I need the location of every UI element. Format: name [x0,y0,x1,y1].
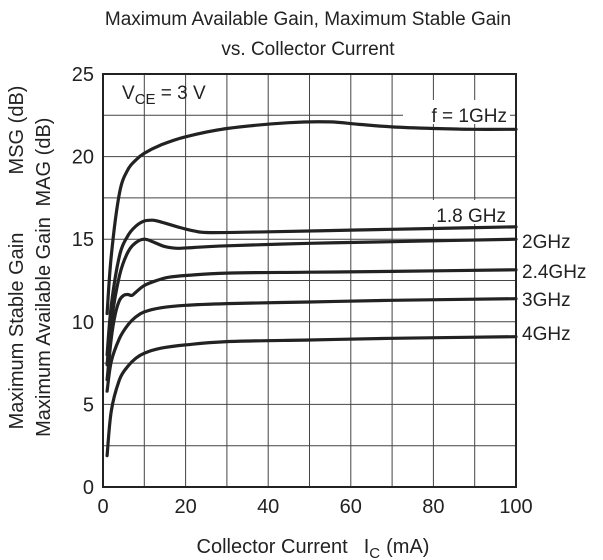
series-line-3 [105,268,518,382]
series-line-4 [105,297,518,393]
series-label: f = 1GHz [432,106,508,127]
y-axis-label-mag-1: Maximum Available Gain [33,217,55,437]
x-axis-label: Collector Current IC (mA) [197,536,430,560]
x-tick-label: 20 [174,496,196,518]
grid [103,74,516,487]
y-tick-label: 20 [72,147,94,169]
x-tick-label: 60 [340,496,362,518]
vce-condition-label: VCE = 3 V [122,83,206,108]
series-label: 2GHz [522,232,571,253]
plot-frame [102,73,517,488]
x-tick-label: 40 [257,496,279,518]
y-tick-label: 25 [72,64,94,86]
y-tick-label: 10 [72,312,94,334]
y-tick-label: 15 [72,229,94,251]
series-line-5 [105,335,518,458]
series-curves [105,120,518,458]
chart-subtitle: vs. Collector Current [221,39,395,60]
series-label: 3GHz [522,290,571,311]
y-axis-label-msg-1: Maximum Stable Gain [6,233,28,430]
series-label: 4GHz [522,324,571,345]
series-labels: f = 1GHz 1.8 GHz 2GHz 2.4GHz 3GHz 4GHz [403,100,586,345]
series-label: 1.8 GHz [436,206,506,227]
y-tick-label: 0 [83,477,94,499]
y-axis-label-msg-2: MSG (dB) [6,86,28,175]
series-label-bg [411,200,510,224]
series-label-bg [403,100,510,124]
series-line-0 [105,120,518,316]
y-tick-label: 5 [83,394,94,416]
series-label: 2.4GHz [522,262,586,283]
chart-title: Maximum Available Gain, Maximum Stable G… [105,9,511,30]
x-tick-label: 0 [97,496,108,518]
series-line-1 [105,218,518,357]
x-tick-label: 80 [422,496,444,518]
series-line-2 [105,237,518,367]
x-tick-label: 100 [499,496,532,518]
tick-labels: 0 20 40 60 80 100 0 5 10 15 20 25 [72,64,533,518]
y-axis-label-mag-2: MAG (dB) [33,118,55,207]
